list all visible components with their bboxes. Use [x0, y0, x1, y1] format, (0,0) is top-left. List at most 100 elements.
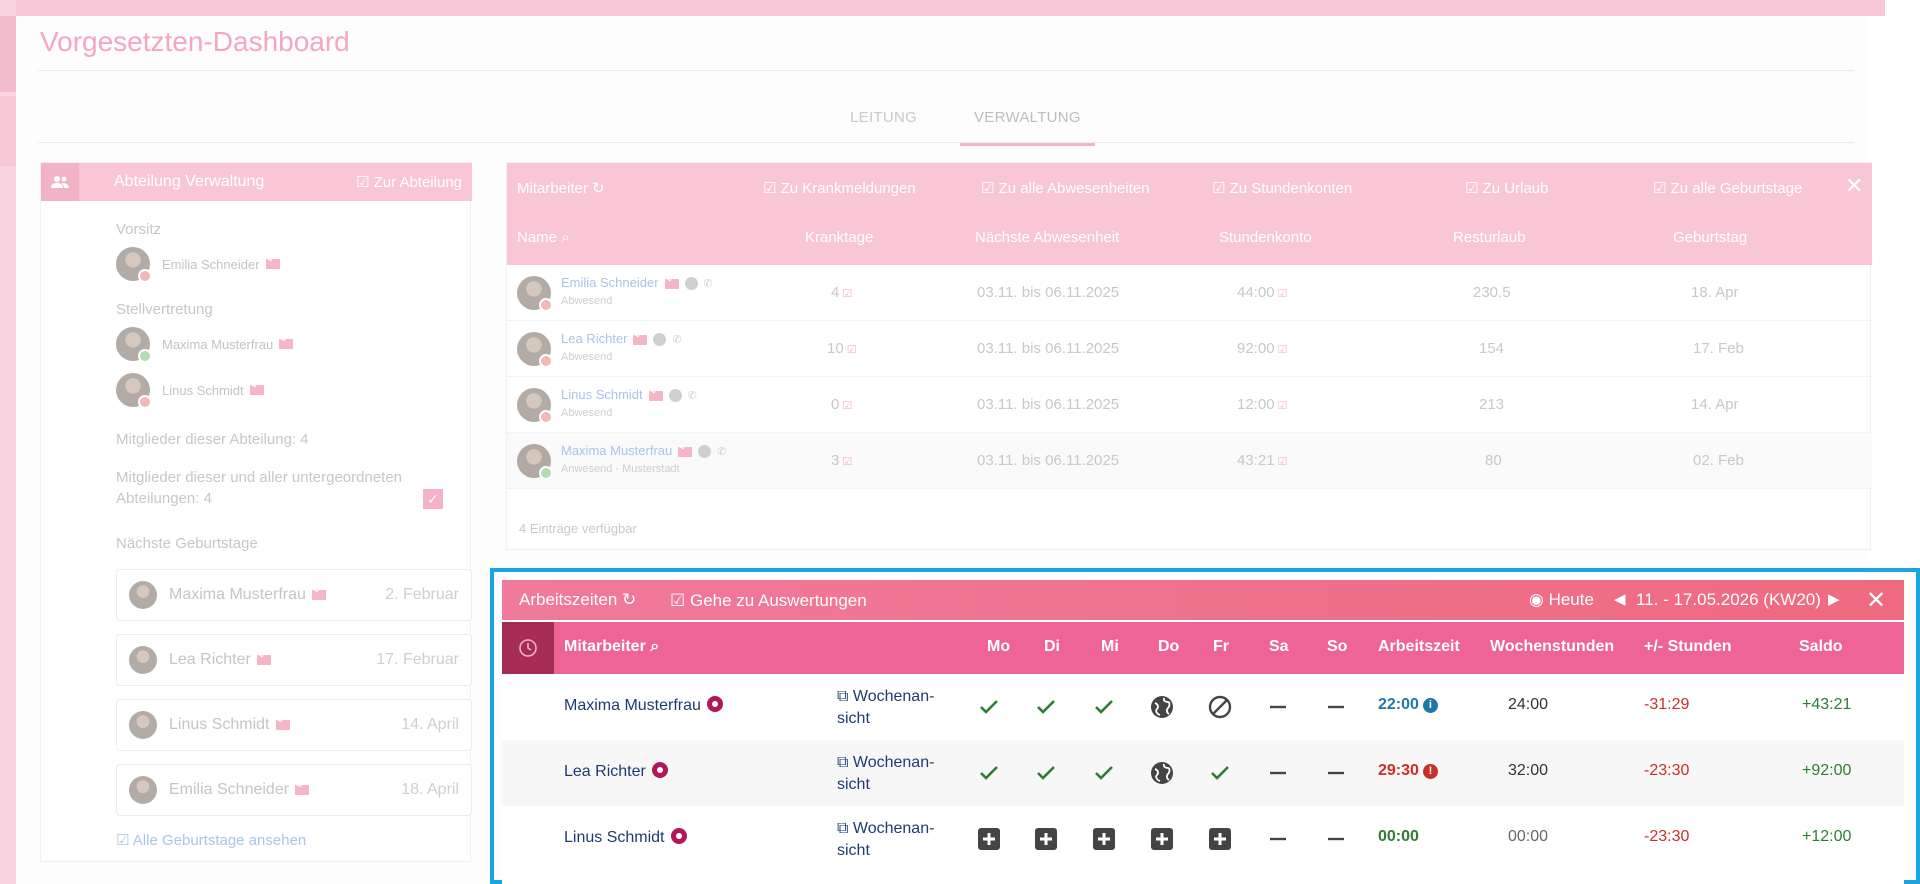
ban-icon[interactable] [1205, 692, 1235, 722]
prev-week-icon[interactable]: ◀ [1614, 591, 1626, 608]
refresh-icon[interactable]: ↻ [622, 590, 637, 609]
employee-name[interactable]: Emilia Schneider ✆ [561, 275, 713, 291]
col-employee[interactable]: Mitarbeiter ⌕ [564, 638, 659, 656]
all-birthdays-link[interactable]: ☑ Alle Geburtstage ansehen [116, 831, 306, 849]
check-icon[interactable] [1205, 758, 1235, 788]
check-icon[interactable] [1031, 758, 1061, 788]
dashboard-page: Vorgesetzten-Dashboard LEITUNG VERWALTUN… [16, 16, 1872, 884]
birthday-name: Maxima Musterfrau [169, 586, 306, 603]
hour-accounts-link[interactable]: ☑ Zu Stundenkonten [1212, 180, 1353, 197]
plus-square-icon[interactable] [974, 824, 1004, 854]
birthday-item[interactable]: Emilia Schneider 18. April [116, 764, 472, 816]
mail-icon[interactable] [664, 278, 679, 289]
edit-icon[interactable]: ☑ [1277, 288, 1288, 300]
absences-link[interactable]: ☑ Zu alle Abwesenheiten [981, 180, 1150, 197]
plus-square-icon[interactable] [1205, 824, 1235, 854]
worktime-panel: Arbeitszeiten ↻ ☑ Gehe zu Auswertungen ◉… [502, 580, 1904, 884]
globe-icon[interactable] [1147, 692, 1177, 722]
vacation-link[interactable]: ☑ Zu Urlaub [1465, 180, 1549, 197]
dash-icon[interactable] [1321, 758, 1351, 788]
close-icon[interactable]: ✕ [1866, 587, 1887, 614]
phone-icon[interactable]: ✆ [703, 278, 713, 290]
dash-icon[interactable] [1263, 692, 1293, 722]
plus-square-icon[interactable] [1031, 824, 1061, 854]
birthday-name: Lea Richter [169, 651, 251, 668]
check-icon[interactable] [1089, 692, 1119, 722]
hour-account: 43:21 ☑ [1237, 452, 1287, 469]
mail-icon[interactable] [265, 259, 280, 269]
check-icon[interactable] [974, 692, 1004, 722]
employee-name[interactable]: Linus Schmidt ✆ [561, 387, 697, 403]
today-button[interactable]: ◉ Heute [1529, 590, 1594, 610]
avatar [517, 276, 553, 312]
info-icon[interactable]: i [1422, 698, 1438, 713]
birthdays-link[interactable]: ☑ Zu alle Geburtstage [1653, 180, 1803, 197]
next-week-icon[interactable]: ▶ [1828, 591, 1840, 608]
employee-name[interactable]: Maxima Musterfrau [564, 696, 723, 715]
info-icon[interactable] [698, 445, 712, 459]
edit-icon[interactable]: ☑ [842, 288, 853, 300]
birthday-item[interactable]: Lea Richter 17. Februar [116, 634, 472, 686]
evaluations-link[interactable]: ☑ Gehe zu Auswertungen [670, 591, 867, 610]
gear-icon[interactable] [706, 696, 723, 712]
col-name[interactable]: Name ⌕ [517, 229, 570, 246]
next-absence: 03.11. bis 06.11.2025 [977, 340, 1120, 357]
employee-name[interactable]: Maxima Musterfrau ✆ [561, 443, 727, 459]
hour-account: 12:00 ☑ [1237, 396, 1287, 413]
edit-icon[interactable]: ☑ [1277, 344, 1288, 356]
mail-icon[interactable] [256, 655, 271, 665]
phone-icon[interactable]: ✆ [717, 446, 727, 458]
info-icon[interactable] [668, 389, 682, 403]
phone-icon[interactable]: ✆ [687, 390, 697, 402]
mail-icon[interactable] [633, 334, 648, 345]
info-icon[interactable] [653, 333, 667, 347]
check-icon[interactable] [1031, 692, 1061, 722]
mail-icon[interactable] [295, 785, 310, 795]
dash-icon[interactable] [1263, 758, 1293, 788]
sick-notes-link[interactable]: ☑ Zu Krankmeldungen [763, 180, 916, 197]
search-icon[interactable]: ⌕ [650, 638, 660, 655]
plus-square-icon[interactable] [1147, 824, 1177, 854]
birthday-name: Emilia Schneider [169, 781, 290, 798]
mail-icon[interactable] [275, 720, 290, 730]
phone-icon[interactable]: ✆ [672, 334, 682, 346]
info-icon[interactable]: ! [1422, 764, 1438, 779]
include-subdepartments-checkbox[interactable]: ✓ [423, 489, 443, 509]
edit-icon[interactable]: ☑ [1277, 456, 1288, 468]
dash-icon[interactable] [1321, 824, 1351, 854]
birthday: 18. Apr [1691, 284, 1739, 301]
mail-icon[interactable] [678, 446, 693, 457]
balance: +12:00 [1802, 828, 1852, 845]
mail-icon[interactable] [279, 339, 294, 349]
mail-icon[interactable] [249, 385, 264, 395]
week-view-link[interactable]: ⧉ Wochenan-sicht [837, 686, 934, 730]
mail-icon[interactable] [648, 390, 663, 401]
close-icon[interactable]: ✕ [1845, 173, 1864, 198]
employee-name[interactable]: Linus Schmidt [564, 828, 687, 847]
info-icon[interactable] [684, 277, 698, 291]
employee-name[interactable]: Lea Richter ✆ [561, 331, 682, 347]
mail-icon[interactable] [311, 590, 326, 600]
edit-icon[interactable]: ☑ [842, 456, 853, 468]
plus-square-icon[interactable] [1089, 824, 1119, 854]
search-icon[interactable]: ⌕ [561, 229, 570, 246]
dash-icon[interactable] [1263, 824, 1293, 854]
to-department-link[interactable]: ☑ Zur Abteilung [356, 173, 462, 191]
check-icon[interactable] [974, 758, 1004, 788]
check-icon[interactable] [1089, 758, 1119, 788]
week-view-link[interactable]: ⧉ Wochenan-sicht [837, 752, 934, 796]
globe-icon[interactable] [1147, 758, 1177, 788]
employee-name[interactable]: Lea Richter [564, 762, 668, 781]
edit-icon[interactable]: ☑ [846, 344, 857, 356]
edit-icon[interactable]: ☑ [1277, 400, 1288, 412]
birthday-item[interactable]: Linus Schmidt 14. April [116, 699, 472, 751]
gear-icon[interactable] [670, 828, 687, 844]
gear-icon[interactable] [651, 762, 668, 778]
edit-icon[interactable]: ☑ [842, 400, 853, 412]
dash-icon[interactable] [1321, 692, 1351, 722]
tab-verwaltung[interactable]: VERWALTUNG [960, 106, 1095, 146]
refresh-icon[interactable]: ↻ [592, 180, 605, 197]
tab-leitung[interactable]: LEITUNG [850, 109, 918, 126]
birthday-item[interactable]: Maxima Musterfrau 2. Februar [116, 569, 472, 621]
week-view-link[interactable]: ⧉ Wochenan-sicht [837, 818, 934, 862]
